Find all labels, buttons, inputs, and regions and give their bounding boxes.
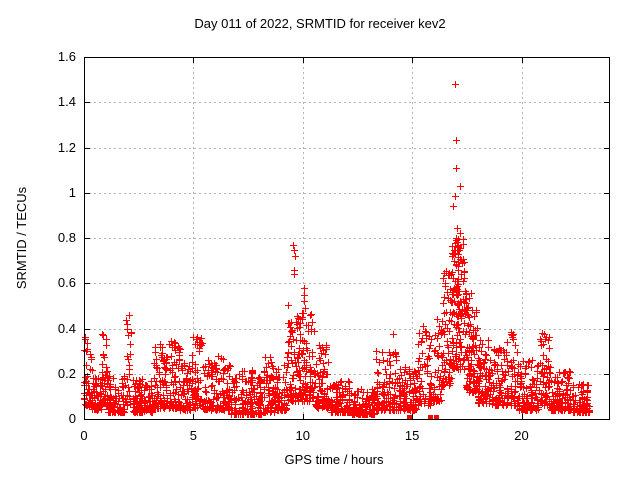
grid-lines bbox=[84, 57, 609, 419]
chart-title: Day 011 of 2022, SRMTID for receiver kev… bbox=[194, 16, 446, 31]
x-tick-label: 10 bbox=[295, 428, 310, 443]
x-tick-label: 20 bbox=[514, 428, 529, 443]
y-tick-label: 1.4 bbox=[57, 94, 76, 110]
plot-border bbox=[84, 57, 610, 420]
zero-point-marker bbox=[428, 415, 433, 420]
x-tick-label: 15 bbox=[404, 428, 420, 443]
y-tick-label: 0.2 bbox=[57, 365, 76, 381]
y-tick-label: 0 bbox=[68, 411, 76, 426]
x-tick-label: 5 bbox=[189, 428, 197, 443]
scatter-points bbox=[81, 81, 593, 418]
y-tick-label: 0.6 bbox=[57, 275, 76, 291]
y-tick-label: 1 bbox=[68, 184, 76, 200]
y-tick-label: 1.6 bbox=[57, 49, 76, 64]
y-tick-label: 1.2 bbox=[57, 139, 76, 155]
axis-ticks bbox=[84, 57, 609, 420]
y-tick-label: 0.8 bbox=[57, 230, 76, 245]
zero-point-marker bbox=[434, 415, 439, 420]
x-tick-label: 0 bbox=[80, 428, 88, 443]
x-axis-label: GPS time / hours bbox=[284, 452, 384, 467]
zero-point-marker bbox=[407, 415, 412, 420]
y-tick-label: 0.4 bbox=[57, 320, 76, 336]
